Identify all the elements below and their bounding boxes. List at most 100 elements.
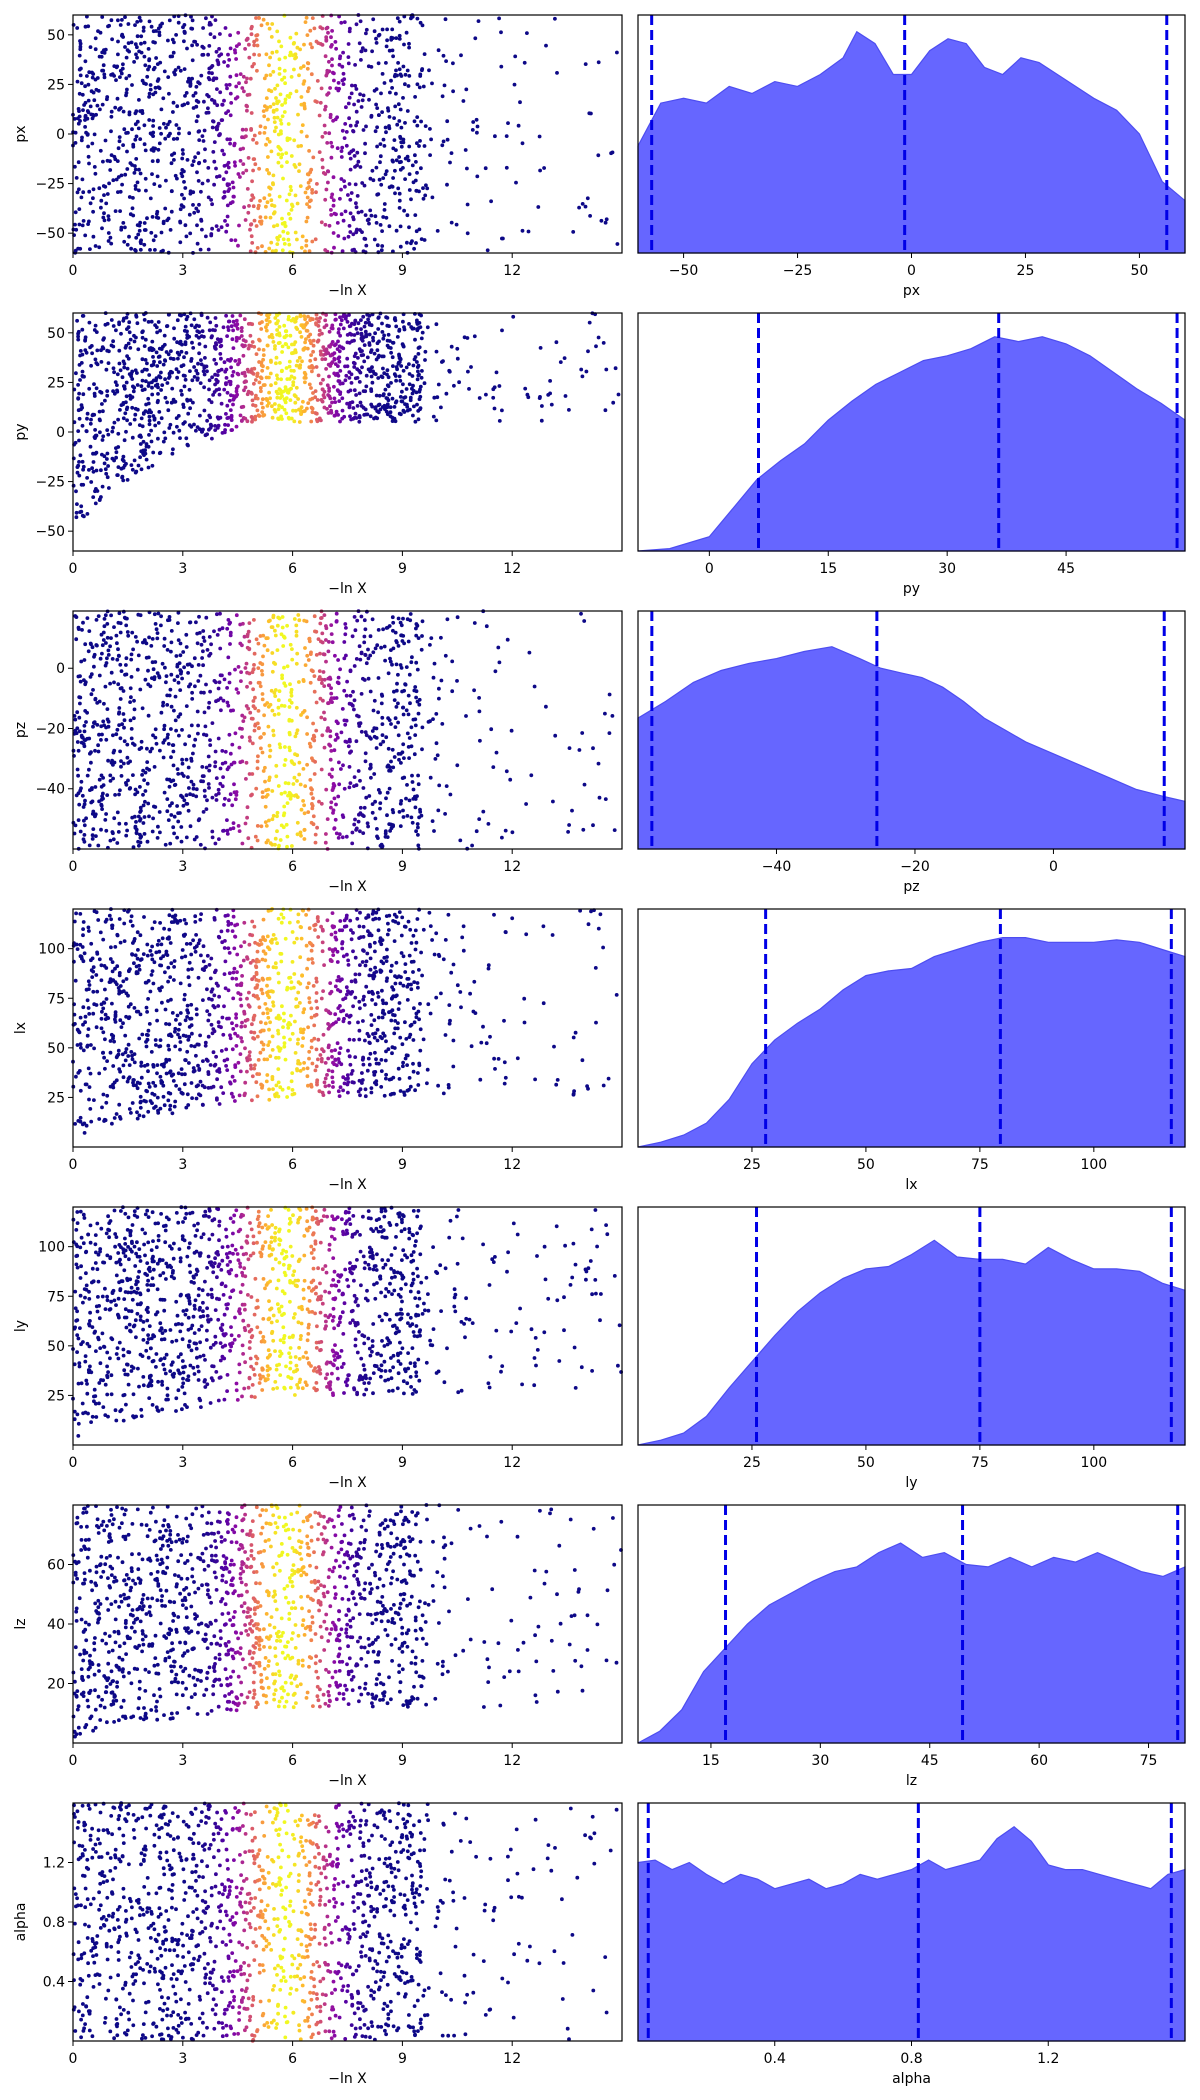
scatter-points-lx [71,907,619,1135]
scatter-point [411,180,416,185]
scatter-point [193,737,198,742]
scatter-point [296,397,300,401]
scatter-point [111,178,116,183]
scatter-point [363,141,367,146]
scatter-point [108,235,113,240]
scatter-point [270,22,275,26]
scatter-point [217,392,222,397]
scatter-point [104,1100,109,1105]
scatter-point [378,407,383,412]
scatter-point [312,614,317,619]
scatter-point [78,701,82,706]
scatter-point [85,74,89,78]
scatter-point [230,180,235,185]
scatter-point [275,648,280,652]
scatter-point [408,618,413,623]
scatter-point [114,328,118,333]
scatter-point [388,90,392,95]
scatter-point [84,429,89,434]
scatter-point [302,803,306,808]
scatter-point [231,826,236,831]
scatter-point [133,412,138,417]
scatter-point [140,78,145,83]
scatter-point [113,793,117,797]
scatter-point [338,322,343,327]
scatter-point [76,625,81,630]
scatter-point [142,344,147,348]
scatter-point [272,204,277,208]
scatter-point [290,1071,295,1075]
scatter-point [464,714,468,718]
scatter-point [100,651,104,656]
scatter-point [252,663,256,667]
scatter-point [397,206,402,210]
scatter-point [397,19,402,24]
scatter-point [192,422,196,427]
scatter-point [87,70,92,75]
scatter-point [367,332,372,337]
scatter-point [154,350,159,355]
scatter-point [106,464,110,468]
scatter-point [397,33,402,38]
scatter-point [106,239,111,243]
scatter-point [104,201,109,206]
scatter-point [324,38,329,43]
scatter-point [252,52,256,57]
scatter-point [153,735,158,740]
scatter-point [381,366,385,371]
scatter-point [297,365,302,370]
scatter-point [221,828,226,833]
scatter-point [146,444,151,449]
scatter-point [133,42,138,47]
scatter-point [192,375,197,379]
scatter-point [278,92,283,97]
scatter-point [108,773,113,778]
scatter-point [192,656,197,661]
scatter-point [119,669,124,673]
scatter-point [394,158,399,163]
scatter-point [305,732,309,736]
scatter-point [172,326,176,331]
scatter-point [255,838,260,843]
scatter-point [336,339,340,344]
scatter-point [125,149,129,154]
scatter-point [273,688,278,692]
scatter-point [102,218,107,223]
scatter-point [163,436,168,441]
scatter-point [137,15,142,20]
scatter-point [330,63,334,68]
scatter-point [272,129,277,134]
scatter-point [309,791,314,796]
scatter-point [354,109,359,114]
scatter-point [125,478,130,482]
scatter-point [105,622,110,626]
scatter-point [429,636,434,640]
scatter-point [166,75,171,79]
scatter-point [493,134,497,139]
scatter-point [328,675,332,680]
scatter-point [122,921,127,926]
scatter-point [150,159,155,164]
scatter-point [81,620,85,625]
scatter-point [122,739,127,744]
scatter-point [372,1018,377,1023]
scatter-point [81,464,86,469]
scatter-point [80,92,85,97]
scatter-point [113,380,118,384]
scatter-point [86,1006,91,1010]
scatter-point [266,724,271,729]
scatter-point [353,411,358,416]
scatter-point [282,665,286,670]
scatter-point [391,364,395,368]
scatter-point [352,388,357,393]
scatter-point [570,808,574,813]
scatter-point [317,416,322,421]
scatter-point [207,768,212,773]
scatter-point [114,78,118,82]
scatter-point [348,388,353,393]
scatter-point [197,614,201,619]
scatter-point [350,83,354,88]
scatter-point [348,197,353,202]
scatter-point [170,1111,175,1116]
scatter-point [77,207,82,212]
